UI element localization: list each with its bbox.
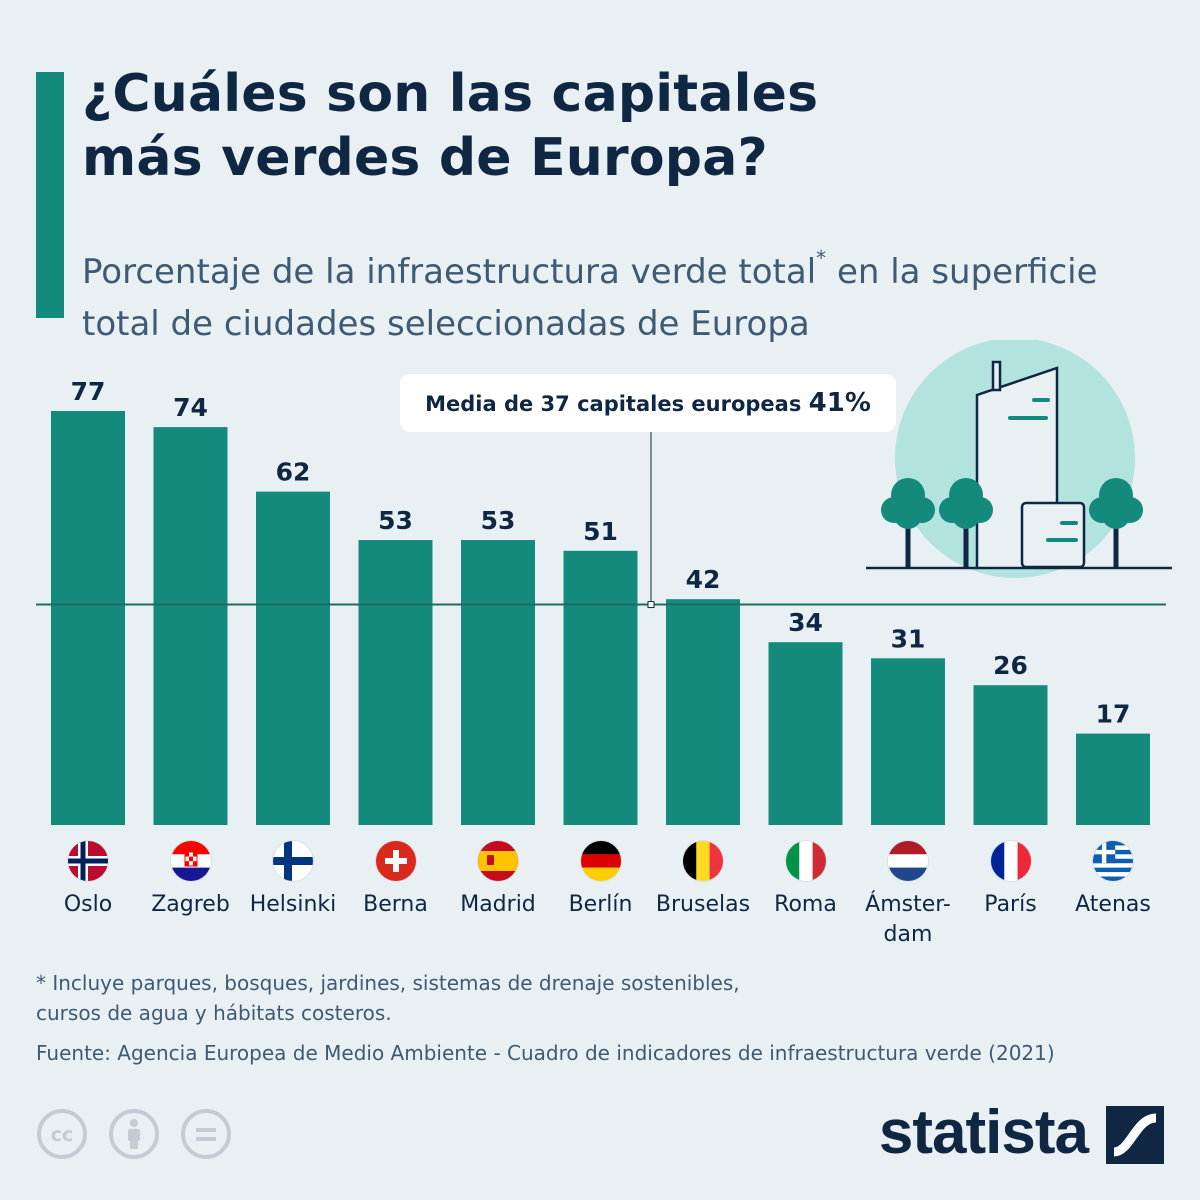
bar-6 xyxy=(666,599,740,825)
flag-italy-icon xyxy=(785,841,826,881)
category-label-0: Oslo xyxy=(63,892,113,917)
value-label-0: 77 xyxy=(71,377,106,406)
value-label-6: 42 xyxy=(686,565,721,594)
flag-finland-icon xyxy=(273,841,313,881)
tree-icon xyxy=(1089,478,1143,569)
flag-netherlands-icon xyxy=(888,841,928,881)
statista-logo-icon[interactable] xyxy=(1106,1106,1164,1164)
category-label-9: París xyxy=(984,892,1037,917)
value-label-7: 34 xyxy=(788,608,823,637)
bar-10 xyxy=(1076,733,1150,825)
tree-icon xyxy=(881,478,935,569)
green-city-illustration xyxy=(866,340,1172,578)
attribution-icon[interactable] xyxy=(108,1108,160,1160)
chimney-icon xyxy=(991,360,1002,392)
flag-croatia-icon xyxy=(170,841,211,881)
bar-2 xyxy=(256,491,330,825)
flag-norway-icon xyxy=(68,841,108,881)
bar-8 xyxy=(871,658,945,825)
average-callout-label: Media de 37 capitales europeas 41% xyxy=(425,388,871,418)
flag-spain-icon xyxy=(478,841,518,881)
value-label-2: 62 xyxy=(276,458,311,487)
source-note: Fuente: Agencia Europea de Medio Ambient… xyxy=(36,1041,1055,1065)
cc-icon[interactable]: cc xyxy=(36,1108,88,1160)
tree-icon xyxy=(939,478,993,569)
value-label-5: 51 xyxy=(583,517,618,546)
statista-brand[interactable]: statista xyxy=(878,1098,1089,1167)
average-line-marker xyxy=(647,601,655,609)
value-label-9: 26 xyxy=(993,651,1028,680)
bar-1 xyxy=(153,427,228,825)
svg-text:cc: cc xyxy=(51,1124,74,1146)
title-accent-bar xyxy=(36,72,64,318)
category-label-8: Ámster- dam xyxy=(865,892,951,947)
page-subtitle: Porcentaje de la infraestructura verde t… xyxy=(82,232,1182,350)
category-label-4: Madrid xyxy=(460,892,536,917)
bar-7 xyxy=(768,642,843,825)
bar-3 xyxy=(358,540,433,825)
category-label-3: Berna xyxy=(363,892,428,917)
category-label-7: Roma xyxy=(774,892,837,917)
flag-germany-icon xyxy=(580,841,621,881)
subtitle-text: Porcentaje de la infraestructura verde t… xyxy=(82,252,817,292)
no-derivatives-icon[interactable] xyxy=(180,1108,232,1160)
average-callout-value: 41% xyxy=(809,388,871,418)
bar-5 xyxy=(563,550,638,825)
flag-switzerland-icon xyxy=(375,841,416,881)
flag-france-icon xyxy=(990,841,1031,881)
value-label-1: 74 xyxy=(173,393,208,422)
flag-greece-icon xyxy=(1093,841,1133,881)
bar-0 xyxy=(51,411,125,825)
value-label-3: 53 xyxy=(378,506,413,535)
category-label-6: Bruselas xyxy=(655,892,751,917)
bar-4 xyxy=(461,540,535,825)
average-callout-text: Media de 37 capitales europeas xyxy=(425,392,809,416)
value-label-10: 17 xyxy=(1096,700,1131,729)
category-label-2: Helsinki xyxy=(249,892,337,917)
small-building-icon xyxy=(1020,501,1086,569)
average-callout-box xyxy=(400,374,896,432)
value-label-8: 31 xyxy=(891,624,926,653)
bar-chart: 77 74 62 53 53 51 42 34 31 26 17 Media de 37 capita… xyxy=(36,340,1172,825)
category-label-5: Berlín xyxy=(568,892,633,917)
footnote: * Incluye parques, bosques, jardines, si… xyxy=(36,971,740,1025)
subtitle-footnote-mark: * xyxy=(816,246,827,270)
category-label-1: Zagreb xyxy=(151,892,230,917)
bar-9 xyxy=(973,685,1048,825)
subtitle-text-continued: en la superficie total de ciudades selec… xyxy=(82,252,1098,344)
page-title: ¿Cuáles son las capitales más verdes de … xyxy=(82,64,819,188)
value-label-4: 53 xyxy=(481,506,516,535)
category-label-10: Atenas xyxy=(1075,892,1151,917)
flag-belgium-icon xyxy=(683,841,723,881)
